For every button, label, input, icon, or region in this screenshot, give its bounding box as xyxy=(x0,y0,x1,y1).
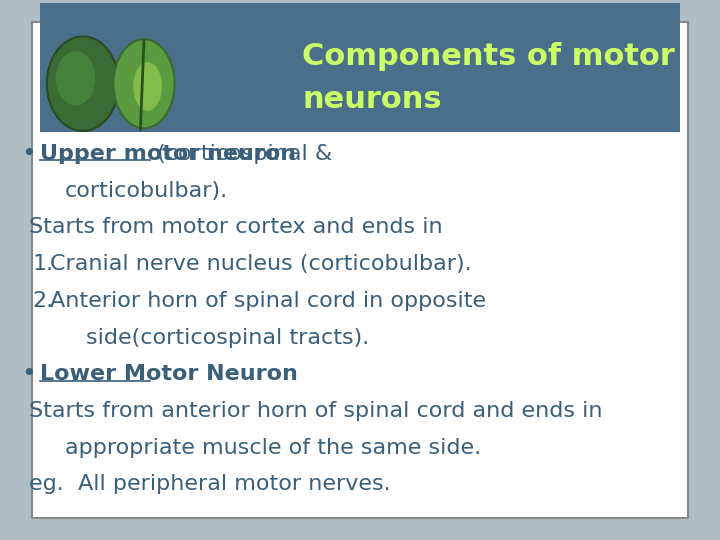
Text: Starts from anterior horn of spinal cord and ends in: Starts from anterior horn of spinal cord… xyxy=(29,401,603,421)
Text: corticobulbar).: corticobulbar). xyxy=(65,180,228,201)
Text: •: • xyxy=(22,142,36,166)
Text: Cranial nerve nucleus (corticobulbar).: Cranial nerve nucleus (corticobulbar). xyxy=(50,254,472,274)
Text: Lower Motor Neuron: Lower Motor Neuron xyxy=(40,364,297,384)
Text: Upper motor neuron: Upper motor neuron xyxy=(40,144,296,164)
Text: Anterior horn of spinal cord in opposite: Anterior horn of spinal cord in opposite xyxy=(50,291,487,311)
Text: 1.: 1. xyxy=(32,254,53,274)
Text: 2.: 2. xyxy=(32,291,53,311)
Text: appropriate muscle of the same side.: appropriate muscle of the same side. xyxy=(65,437,481,458)
Text: Starts from motor cortex and ends in: Starts from motor cortex and ends in xyxy=(29,217,442,238)
Text: •: • xyxy=(22,362,36,386)
Text: neurons: neurons xyxy=(302,85,442,114)
Text: side(corticospinal tracts).: side(corticospinal tracts). xyxy=(86,327,369,348)
Text: Components of motor: Components of motor xyxy=(302,42,675,71)
Text: eg.  All peripheral motor nerves.: eg. All peripheral motor nerves. xyxy=(29,474,390,495)
Text: (corticospinal &: (corticospinal & xyxy=(150,144,332,164)
